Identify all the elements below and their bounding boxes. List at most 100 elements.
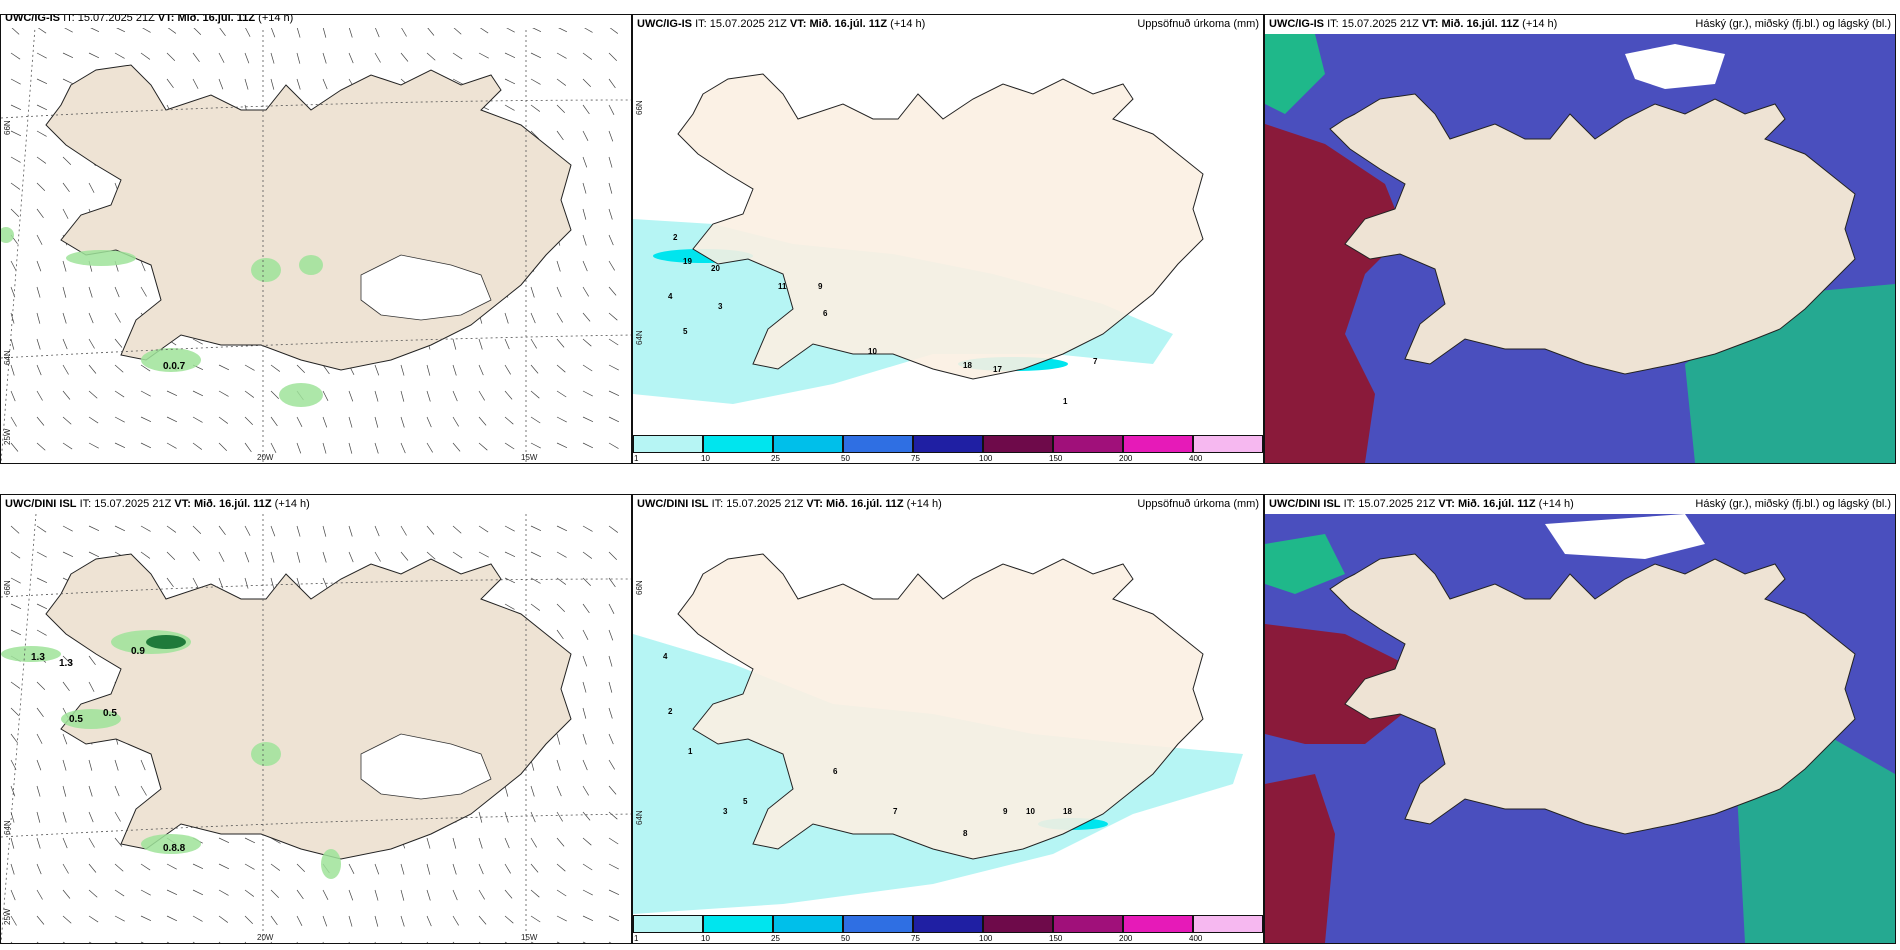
- wind-barb: [478, 837, 483, 849]
- lead-time: (+14 h): [258, 14, 294, 24]
- legend-swatch: [1123, 435, 1193, 453]
- legend-swatch: [1053, 915, 1123, 933]
- point-value: 0.5: [69, 714, 83, 725]
- wind-barb: [36, 286, 41, 298]
- map-canvas: 0.9 1.3 1.3 0.5 0.5 0.8.8: [1, 514, 631, 943]
- wind-barb: [296, 551, 301, 563]
- wind-barb: [114, 941, 118, 943]
- wind-barb: [270, 416, 278, 427]
- wind-barb: [218, 941, 221, 943]
- wind-barb: [244, 52, 250, 64]
- lon-label-25w: 25W: [3, 908, 12, 925]
- wind-barb: [478, 26, 489, 34]
- wind-barb: [608, 889, 620, 895]
- wind-barb: [218, 52, 225, 63]
- wind-barb: [36, 156, 47, 164]
- wind-barb: [400, 525, 407, 536]
- wind-barb: [270, 52, 275, 64]
- precip-map-panel-igis: UWC/IG-IS IT: 15.07.2025 21Z VT: Mið. 16…: [632, 14, 1264, 464]
- wind-barb: [114, 52, 125, 59]
- wind-barb: [114, 390, 125, 398]
- legend-tick: 400: [1189, 934, 1203, 943]
- wind-barb: [608, 525, 619, 533]
- legend-swatch: [773, 915, 843, 933]
- wind-barb: [322, 52, 327, 64]
- wind-barb: [426, 525, 435, 535]
- grid-lines: [1, 15, 631, 463]
- wind-barb: [62, 312, 67, 324]
- wind-barb: [62, 442, 73, 450]
- lead-time: (+14 h): [1522, 18, 1558, 30]
- legend-swatch: [983, 435, 1053, 453]
- wind-barb: [192, 442, 203, 450]
- wind-barb: [530, 52, 542, 59]
- wind-barb: [322, 915, 328, 927]
- lon-label-15w: 15W: [521, 933, 538, 942]
- wind-barb: [36, 707, 44, 718]
- wind-barb: [218, 442, 228, 452]
- legend-tick: 10: [701, 454, 710, 463]
- wind-barb: [88, 525, 100, 532]
- vt-value: Mið. 16.júl. 11Z: [825, 498, 904, 510]
- wind-barb: [296, 577, 301, 589]
- wind-barb: [62, 390, 71, 400]
- wind-barb: [452, 915, 459, 926]
- wind-barb: [348, 26, 353, 38]
- wind-barb: [62, 681, 70, 692]
- wind-barb: [322, 442, 327, 454]
- wind-barb: [478, 416, 487, 426]
- wind-barb: [556, 338, 565, 348]
- lon-label-20w: 20W: [257, 453, 274, 462]
- it-label: IT:: [711, 498, 724, 510]
- wind-barb: [270, 577, 275, 589]
- wind-barb: [608, 286, 617, 296]
- cloud-white-north: [1545, 514, 1705, 559]
- wind-barb: [88, 941, 92, 943]
- iceland-landmass: [677, 553, 1204, 860]
- map-canvas: [1265, 514, 1895, 943]
- legend-tick: 50: [841, 934, 850, 943]
- map-canvas: 4 2 1 3 5 6 7 8 9 10 18: [633, 553, 1243, 914]
- wind-barb: [556, 525, 568, 532]
- precip-value: 1: [688, 747, 693, 756]
- precip-value: 17: [993, 365, 1002, 374]
- wind-barb: [88, 655, 96, 666]
- lead-time: (+14 h): [906, 498, 942, 510]
- wind-barb: [608, 312, 618, 321]
- wind-barb: [114, 889, 125, 897]
- wind-barb: [140, 442, 152, 449]
- wind-barb: [114, 338, 123, 348]
- wind-barb: [36, 338, 41, 350]
- legend-swatch: [843, 435, 913, 453]
- wind-barb: [582, 811, 591, 821]
- wind-barb: [504, 863, 511, 874]
- wind-barb: [452, 416, 459, 427]
- wind-barb: [10, 785, 16, 797]
- wind-barb: [608, 338, 619, 346]
- cloud-map-panel-igis: UWC/IG-IS IT: 15.07.2025 21Z VT: Mið. 16…: [1264, 14, 1896, 464]
- lat-label-64n: 64N: [635, 810, 644, 825]
- wind-barb: [582, 707, 587, 719]
- wind-barb: [218, 551, 225, 562]
- wind-barb: [582, 182, 587, 194]
- wind-barb: [322, 390, 329, 401]
- wind-barb: [322, 551, 327, 563]
- wind-barb: [114, 785, 120, 797]
- wind-barb: [192, 416, 203, 423]
- legend-swatch: [913, 915, 983, 933]
- wind-barb: [608, 811, 618, 820]
- lat-label-66n: 66N: [635, 580, 644, 595]
- wind-barb: [478, 941, 481, 943]
- wind-barb: [88, 811, 94, 823]
- wind-barb: [114, 442, 126, 448]
- wind-barb: [322, 26, 327, 38]
- wind-barb: [322, 889, 329, 900]
- wind-barb: [88, 785, 93, 797]
- low-cloud-red: [1265, 124, 1405, 463]
- wind-barb: [530, 338, 537, 349]
- wind-barb: [62, 286, 67, 298]
- wind-barb: [296, 416, 303, 427]
- lat-label-66n: 66N: [3, 120, 12, 135]
- wind-barb: [608, 182, 613, 194]
- wind-barb: [10, 759, 17, 770]
